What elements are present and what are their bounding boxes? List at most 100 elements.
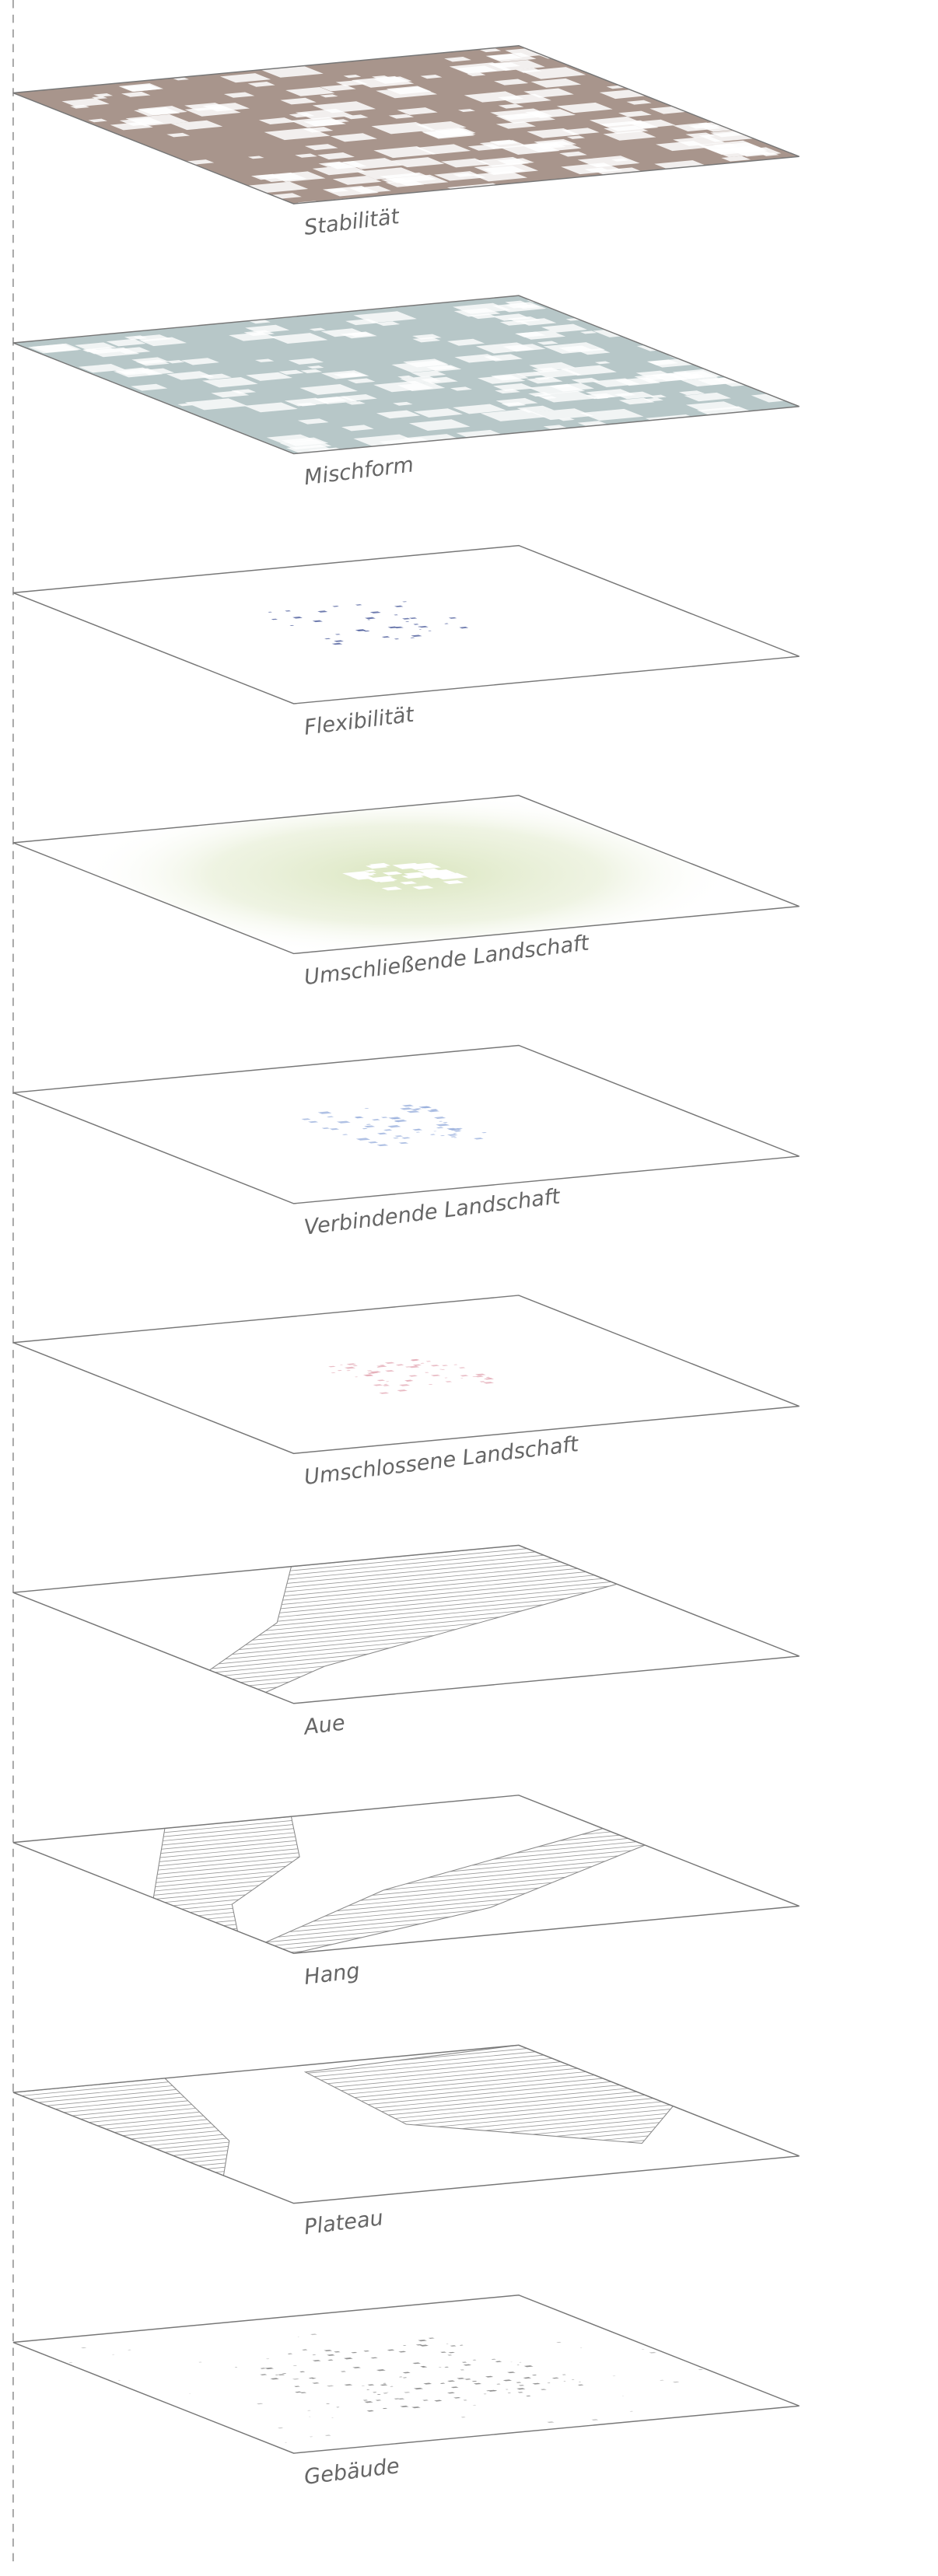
texture-patch	[649, 2352, 656, 2354]
texture-patch	[332, 606, 339, 607]
texture-patch	[301, 1118, 310, 1120]
texture-patch	[128, 2350, 131, 2351]
texture-patch	[453, 2397, 460, 2399]
texture-patch	[370, 611, 381, 613]
texture-patch	[492, 2359, 496, 2360]
layer-texture	[268, 601, 468, 645]
texture-patch	[408, 1375, 418, 1376]
hatch	[13, 1795, 796, 1952]
texture-patch	[473, 2360, 477, 2361]
texture-patch	[485, 2376, 493, 2378]
texture-patch	[341, 2371, 346, 2372]
texture-patch	[503, 2379, 513, 2381]
texture-patch	[351, 2352, 357, 2353]
texture-patch	[302, 2349, 307, 2350]
texture-patch	[68, 2362, 72, 2363]
texture-patch	[324, 638, 331, 639]
texture-patch	[198, 2362, 201, 2363]
texture-patch	[460, 1378, 464, 1379]
texture-patch	[436, 1127, 444, 1129]
texture-patch	[381, 1117, 388, 1118]
texture-patch	[385, 1362, 395, 1364]
texture-patch	[376, 2399, 382, 2400]
texture-patch	[331, 1372, 335, 1373]
texture-patch	[399, 1384, 410, 1386]
hatch-line	[249, 2138, 754, 2186]
texture-patch	[453, 1133, 457, 1134]
layer: Umschlossene Landschaft	[13, 1295, 800, 1490]
texture-patch	[434, 2400, 442, 2402]
layer-texture	[13, 295, 808, 455]
texture-patch	[412, 1129, 422, 1131]
layer-texture	[13, 2045, 796, 2202]
texture-patch	[344, 2384, 352, 2386]
texture-patch	[118, 2380, 121, 2381]
hatch-line	[240, 2135, 746, 2183]
texture-patch	[484, 2394, 487, 2395]
texture-patch	[412, 2362, 421, 2364]
texture-patch	[331, 2417, 334, 2418]
texture-patch	[342, 1134, 348, 1135]
hatch-line	[282, 2151, 788, 2199]
hatch-line	[282, 2151, 788, 2199]
layer-plane	[13, 1545, 800, 1703]
texture-patch	[337, 1121, 351, 1124]
texture-patch	[285, 2442, 287, 2443]
texture-patch	[419, 629, 422, 630]
texture-patch	[403, 2345, 407, 2346]
layer: Plateau	[13, 2045, 800, 2239]
texture-patch	[383, 2408, 388, 2409]
texture-patch	[445, 1378, 448, 1379]
hatch-line	[232, 2131, 737, 2179]
hatch-line	[64, 1815, 569, 1862]
layer: Flexibilität	[13, 546, 800, 740]
hatch-line	[223, 2128, 729, 2176]
texture-patch	[368, 1141, 378, 1144]
texture-patch	[318, 1111, 332, 1113]
texture-patch	[523, 2377, 531, 2379]
texture-patch	[312, 2382, 319, 2384]
texture-patch	[266, 2358, 269, 2359]
texture-patch	[397, 1389, 408, 1392]
hatch-line	[249, 2138, 754, 2186]
layer-stack-diagram: StabilitätMischformFlexibilitätUmschließ…	[0, 0, 938, 2576]
texture-patch	[400, 1107, 413, 1110]
texture-patch	[364, 2401, 373, 2403]
texture-patch	[404, 1380, 414, 1382]
texture-patch	[474, 2383, 481, 2385]
texture-patch	[480, 1381, 485, 1382]
texture-patch	[377, 2394, 381, 2395]
texture-patch	[434, 1117, 446, 1119]
texture-patch	[409, 617, 417, 619]
layer-label: Stabilität	[303, 204, 401, 240]
texture-patch	[414, 2388, 423, 2389]
texture-patch	[363, 2399, 368, 2400]
texture-patch	[422, 2399, 429, 2400]
texture-patch	[383, 2392, 387, 2393]
texture-patch	[334, 2351, 340, 2352]
texture-patch	[475, 1374, 486, 1376]
texture-patch	[460, 2370, 464, 2371]
layer-plane	[13, 1045, 800, 1203]
texture-patch	[449, 617, 457, 619]
hatch-line	[274, 2148, 779, 2196]
texture-patch	[330, 1128, 339, 1130]
texture-patch	[347, 1363, 357, 1365]
texture-patch	[508, 2392, 511, 2393]
texture-patch	[310, 2333, 317, 2335]
texture-patch	[398, 2351, 406, 2353]
texture-patch	[578, 2385, 584, 2386]
texture-patch	[367, 1370, 373, 1371]
layer-label: Umschlossene Landschaft	[303, 1432, 580, 1490]
layer-plane	[13, 2295, 800, 2453]
texture-patch	[308, 1121, 318, 1123]
texture-patch	[366, 2389, 369, 2390]
texture-patch	[376, 1144, 388, 1146]
hatch-region-outline	[266, 1829, 646, 1954]
texture-patch	[292, 2379, 299, 2380]
texture-patch	[453, 1131, 461, 1132]
texture-patch	[460, 1375, 468, 1376]
texture-patch	[448, 2352, 455, 2353]
texture-patch	[404, 2392, 410, 2393]
layer-texture	[80, 793, 733, 956]
